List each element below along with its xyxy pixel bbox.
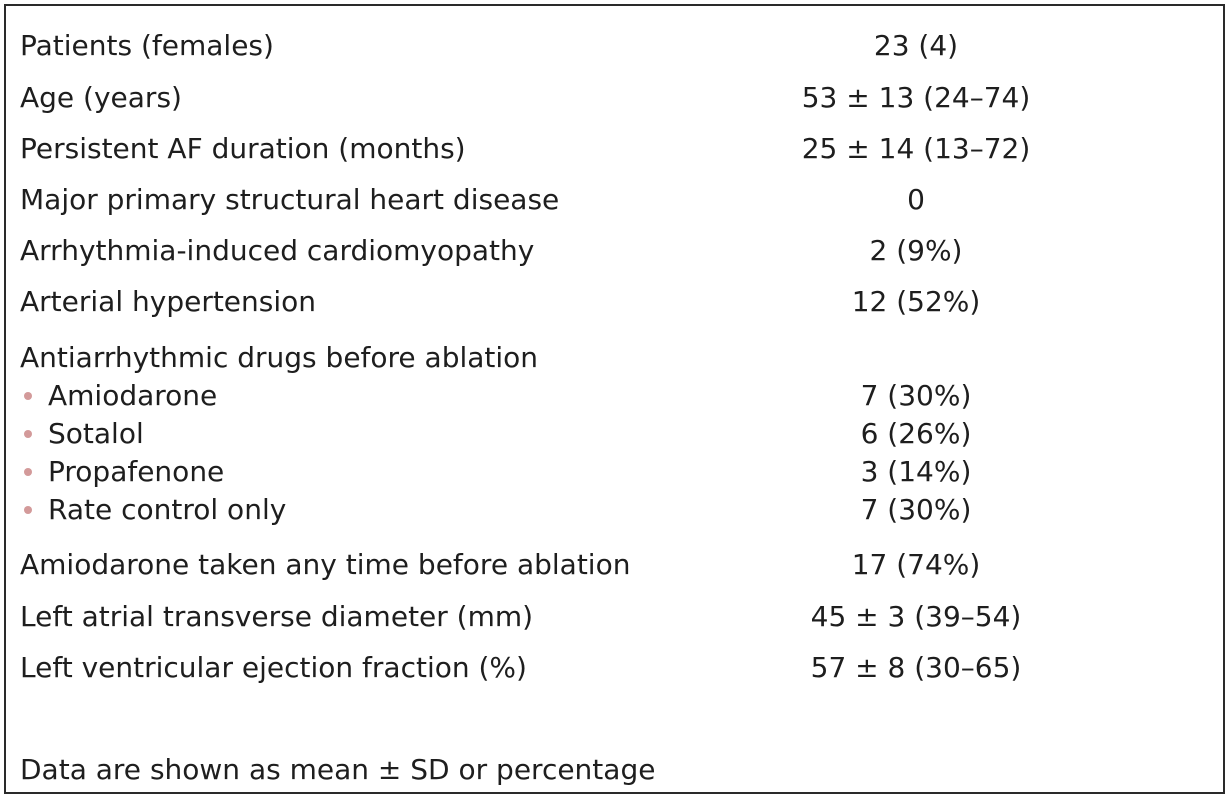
row-label: Amiodarone — [48, 379, 218, 412]
bullet-icon — [24, 468, 32, 476]
row-label: Rate control only — [48, 493, 287, 526]
row-value: 53 ± 13 (24–74) — [801, 81, 1031, 114]
row-value: 25 ± 14 (13–72) — [801, 132, 1031, 165]
row-value: 23 (4) — [873, 29, 959, 62]
row-label: Left ventricular ejection fraction (%) — [20, 651, 527, 684]
table-row-hypertension: Arterial hypertension 12 (52%) — [6, 280, 1223, 324]
table-row-ejection-fraction: Left ventricular ejection fraction (%) 5… — [6, 646, 1223, 690]
table-row-cardiomyopathy: Arrhythmia-induced cardiomyopathy 2 (9%) — [6, 229, 1223, 273]
table-row-rate-control: Rate control only 7 (30%) — [6, 488, 1223, 532]
bullet-icon — [24, 392, 32, 400]
baseline-characteristics-table: Patients (females) 23 (4) Age (years) 53… — [4, 4, 1225, 794]
row-label: Major primary structural heart disease — [20, 183, 560, 216]
table-row-af-duration: Persistent AF duration (months) 25 ± 14 … — [6, 127, 1223, 171]
row-value: 7 (30%) — [860, 493, 972, 526]
table-row-antiarrhythmic-header: Antiarrhythmic drugs before ablation — [6, 336, 1223, 380]
row-label: Propafenone — [48, 455, 225, 488]
row-label: Patients (females) — [20, 29, 274, 62]
bullet-icon — [24, 430, 32, 438]
table-row-left-atrial-diameter: Left atrial transverse diameter (mm) 45 … — [6, 595, 1223, 639]
table-row-structural-heart-disease: Major primary structural heart disease 0 — [6, 178, 1223, 222]
row-value: 6 (26%) — [860, 417, 972, 450]
row-value: 12 (52%) — [851, 285, 981, 318]
row-value: 45 ± 3 (39–54) — [810, 600, 1022, 633]
row-label: Persistent AF duration (months) — [20, 132, 466, 165]
table-footnote: Data are shown as mean ± SD or percentag… — [20, 753, 656, 786]
row-label: Amiodarone taken any time before ablatio… — [20, 548, 631, 581]
row-label: Antiarrhythmic drugs before ablation — [20, 341, 539, 374]
row-value: 57 ± 8 (30–65) — [810, 651, 1022, 684]
table-row-patients: Patients (females) 23 (4) — [6, 24, 1223, 68]
row-value: 7 (30%) — [860, 379, 972, 412]
row-label: Arterial hypertension — [20, 285, 317, 318]
row-label: Sotalol — [48, 417, 144, 450]
row-label: Arrhythmia-induced cardiomyopathy — [20, 234, 535, 267]
row-value: 3 (14%) — [860, 455, 972, 488]
table-row-amiodarone-any-time: Amiodarone taken any time before ablatio… — [6, 543, 1223, 587]
row-label: Left atrial transverse diameter (mm) — [20, 600, 534, 633]
bullet-icon — [24, 506, 32, 514]
table-row-age: Age (years) 53 ± 13 (24–74) — [6, 76, 1223, 120]
row-value: 0 — [907, 183, 925, 216]
row-label: Age (years) — [20, 81, 182, 114]
table-row-amiodarone: Amiodarone 7 (30%) — [6, 374, 1223, 418]
table-row-propafenone: Propafenone 3 (14%) — [6, 450, 1223, 494]
row-value: 2 (9%) — [869, 234, 963, 267]
row-value: 17 (74%) — [851, 548, 981, 581]
table-row-sotalol: Sotalol 6 (26%) — [6, 412, 1223, 456]
